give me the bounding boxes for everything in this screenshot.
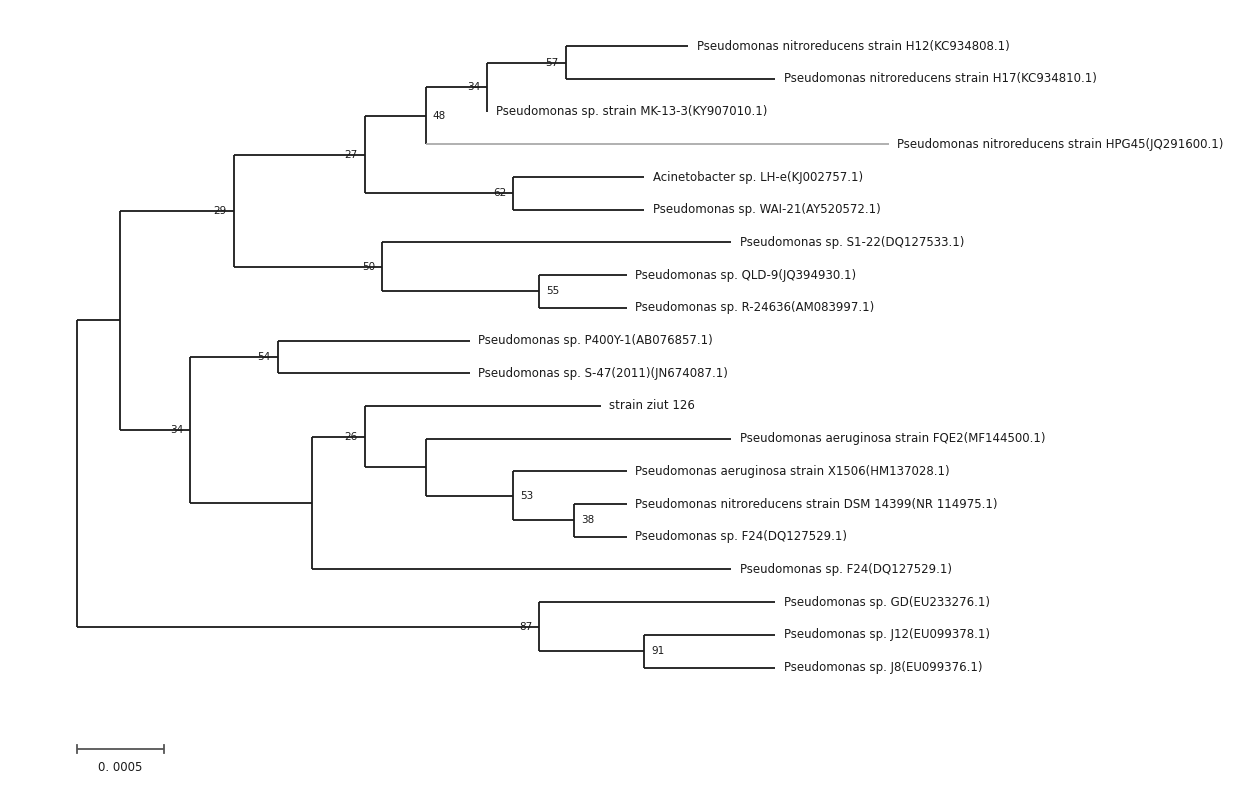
Text: 0. 0005: 0. 0005 — [98, 761, 143, 774]
Text: 29: 29 — [213, 206, 227, 215]
Text: Pseudomonas nitroreducens strain HPG45(JQ291600.1): Pseudomonas nitroreducens strain HPG45(J… — [898, 138, 1224, 151]
Text: Pseudomonas sp. strain MK-13-3(KY907010.1): Pseudomonas sp. strain MK-13-3(KY907010.… — [496, 105, 768, 118]
Text: 53: 53 — [521, 491, 533, 501]
Text: 62: 62 — [494, 189, 506, 198]
Text: 27: 27 — [345, 150, 358, 159]
Text: strain ziut 126: strain ziut 126 — [609, 399, 696, 413]
Text: Pseudomonas sp. F24(DQ127529.1): Pseudomonas sp. F24(DQ127529.1) — [740, 563, 952, 576]
Text: 91: 91 — [651, 646, 665, 656]
Text: 34: 34 — [466, 82, 480, 92]
Text: Pseudomonas nitroreducens strain H17(KC934810.1): Pseudomonas nitroreducens strain H17(KC9… — [784, 73, 1096, 85]
Text: 38: 38 — [582, 515, 594, 525]
Text: Pseudomonas aeruginosa strain X1506(HM137028.1): Pseudomonas aeruginosa strain X1506(HM13… — [635, 465, 950, 478]
Text: Pseudomonas sp. QLD-9(JQ394930.1): Pseudomonas sp. QLD-9(JQ394930.1) — [635, 268, 857, 282]
Text: Pseudomonas sp. WAI-21(AY520572.1): Pseudomonas sp. WAI-21(AY520572.1) — [653, 204, 880, 216]
Text: 55: 55 — [547, 286, 559, 297]
Text: Pseudomonas sp. J12(EU099378.1): Pseudomonas sp. J12(EU099378.1) — [784, 628, 990, 641]
Text: 54: 54 — [258, 352, 270, 362]
Text: 34: 34 — [170, 425, 184, 435]
Text: Pseudomonas sp. R-24636(AM083997.1): Pseudomonas sp. R-24636(AM083997.1) — [635, 301, 874, 314]
Text: Pseudomonas sp. S-47(2011)(JN674087.1): Pseudomonas sp. S-47(2011)(JN674087.1) — [479, 367, 728, 380]
Text: Pseudomonas aeruginosa strain FQE2(MF144500.1): Pseudomonas aeruginosa strain FQE2(MF144… — [740, 432, 1045, 445]
Text: Acinetobacter sp. LH-e(KJ002757.1): Acinetobacter sp. LH-e(KJ002757.1) — [653, 170, 863, 184]
Text: 87: 87 — [520, 622, 532, 632]
Text: 50: 50 — [362, 262, 376, 272]
Text: 26: 26 — [345, 432, 358, 442]
Text: Pseudomonas sp. GD(EU233276.1): Pseudomonas sp. GD(EU233276.1) — [784, 596, 990, 608]
Text: Pseudomonas sp. F24(DQ127529.1): Pseudomonas sp. F24(DQ127529.1) — [635, 530, 847, 544]
Text: 57: 57 — [546, 58, 559, 68]
Text: Pseudomonas nitroreducens strain DSM 14399(NR 114975.1): Pseudomonas nitroreducens strain DSM 143… — [635, 498, 998, 510]
Text: 48: 48 — [433, 110, 446, 121]
Text: Pseudomonas sp. S1-22(DQ127533.1): Pseudomonas sp. S1-22(DQ127533.1) — [740, 236, 965, 249]
Text: Pseudomonas sp. P400Y-1(AB076857.1): Pseudomonas sp. P400Y-1(AB076857.1) — [479, 334, 713, 347]
Text: Pseudomonas nitroreducens strain H12(KC934808.1): Pseudomonas nitroreducens strain H12(KC9… — [697, 39, 1009, 53]
Text: Pseudomonas sp. J8(EU099376.1): Pseudomonas sp. J8(EU099376.1) — [784, 661, 982, 674]
